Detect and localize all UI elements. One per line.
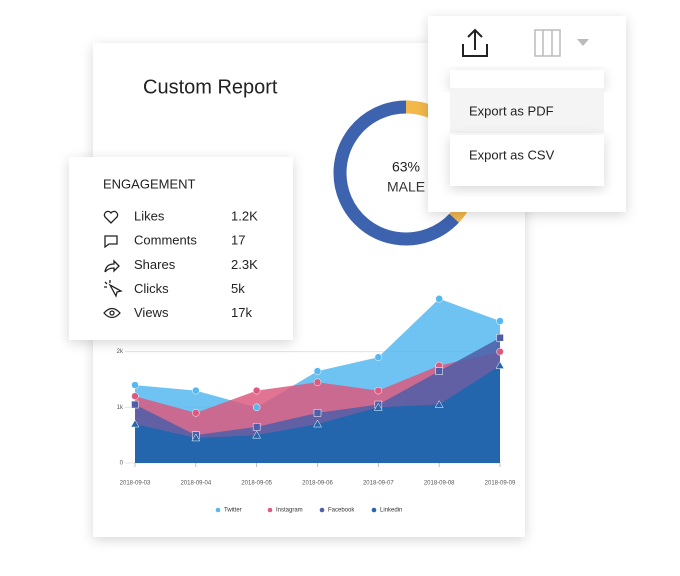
engagement-label: Views [134, 305, 169, 320]
engagement-label: Likes [134, 208, 165, 223]
menu-item-label[interactable]: Export as CSV [469, 147, 555, 162]
marker [131, 400, 139, 409]
columns-icon-lines [542, 30, 553, 56]
marker [192, 386, 200, 395]
donut-label: MALE [387, 179, 425, 195]
legend-label: Twitter [224, 508, 242, 514]
marker [496, 334, 504, 342]
marker [252, 386, 261, 395]
donut-value: 63% [392, 159, 420, 175]
marker [191, 433, 201, 442]
marker [313, 409, 322, 417]
export-button[interactable] [462, 28, 488, 57]
x-tick-label: 2018-09-07 [363, 481, 394, 487]
x-tick-label: 2018-09-09 [485, 481, 516, 487]
marker [495, 361, 505, 369]
marker [496, 317, 504, 325]
marker [435, 367, 443, 375]
clicks-icon [104, 280, 123, 298]
area-chart: 0 1k 2k 2018-09-03 2018-09-04 2018-09-05 2018-… [117, 295, 516, 514]
marker [313, 419, 322, 428]
comments-icon [104, 235, 118, 249]
y-tick-label: 0 [120, 461, 124, 467]
legend-label: Instagram [276, 508, 303, 514]
engagement-value: 1.2K [231, 208, 258, 223]
legend-marker [215, 507, 221, 513]
marker [313, 367, 322, 375]
marker [313, 378, 322, 387]
engagement-background [69, 157, 293, 340]
marker [131, 392, 139, 400]
engagement-value: 5k [231, 281, 245, 296]
menu-item-csv[interactable] [450, 135, 604, 186]
engagement-label: Clicks [134, 281, 169, 296]
x-tick-label: 2018-09-04 [180, 481, 211, 487]
dropdown-caret[interactable] [577, 39, 589, 46]
engagement-label: Shares [134, 257, 176, 272]
engagement-card: ENGAGEMENT Likes 1.2K Comments 17 Shares 2.3K… [69, 157, 293, 340]
donut-segment [333, 100, 459, 246]
menu-item-label[interactable]: Export as PDF [469, 103, 554, 118]
views-icon-pupil [109, 310, 115, 316]
y-tick-label: 1k [117, 405, 124, 411]
report-title: Custom Report [143, 76, 278, 98]
engagement-value: 17k [231, 305, 252, 320]
area [135, 365, 500, 463]
legend-label: Linkedin [380, 508, 402, 514]
views-icon [103, 307, 121, 319]
marker [374, 386, 383, 395]
columns-button[interactable] [534, 29, 561, 57]
y-tick-label: 2k [117, 349, 124, 355]
engagement-title: ENGAGEMENT [103, 176, 196, 191]
likes-icon [103, 210, 119, 224]
menu-item-pdf[interactable] [450, 88, 604, 133]
engagement-value: 17 [231, 233, 245, 248]
marker [435, 295, 443, 303]
legend-label: Facebook [328, 508, 355, 514]
marker [252, 430, 262, 439]
engagement-label: Comments [134, 233, 197, 248]
menu-top [450, 70, 604, 88]
legend-marker [319, 507, 325, 513]
legend-marker [371, 507, 377, 513]
marker [496, 347, 504, 356]
marker [373, 402, 383, 411]
x-tick-label: 2018-09-05 [241, 481, 272, 487]
legend-marker [267, 507, 273, 513]
marker [192, 409, 200, 417]
marker [131, 381, 139, 389]
engagement-icons [103, 210, 123, 319]
marker [252, 403, 261, 412]
marker [434, 400, 444, 408]
marker [374, 353, 383, 361]
engagement-value: 2.3K [231, 257, 258, 272]
shares-icon [104, 259, 120, 273]
x-tick-label: 2018-09-06 [302, 481, 333, 487]
marker [252, 423, 261, 431]
marker [130, 419, 140, 428]
x-tick-label: 2018-09-08 [424, 481, 455, 487]
x-tick-label: 2018-09-03 [120, 481, 151, 487]
export-card: Export as PDF Export as CSV [428, 16, 626, 212]
